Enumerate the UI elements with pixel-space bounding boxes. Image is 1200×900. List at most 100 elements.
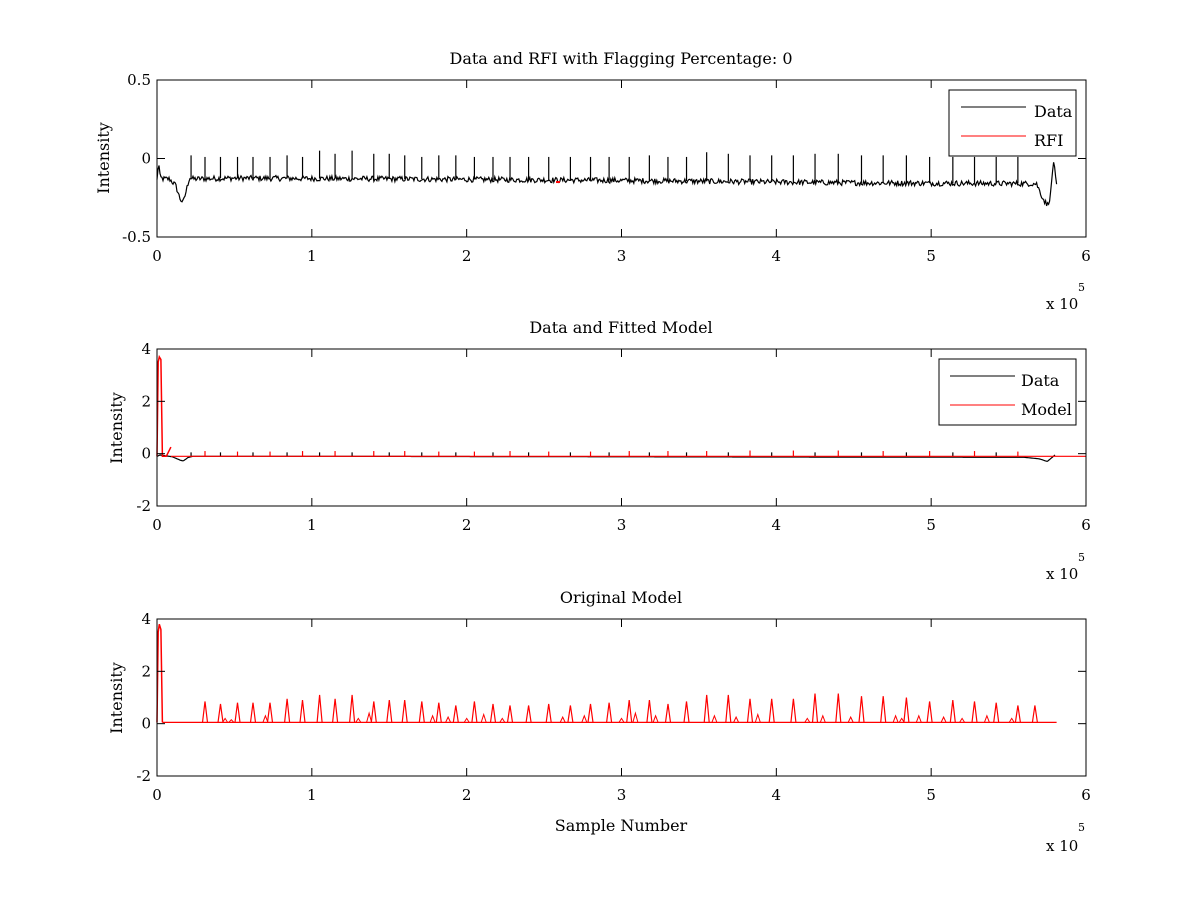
- panel-fitted-model-legend-label-model: Model: [1021, 400, 1072, 419]
- panel-original-model-series-0-minor-spike: [499, 717, 506, 723]
- panel-fitted-model-legend-box: [938, 358, 1077, 426]
- panel-fitted-model: Data and Fitted Model Intensity 0 1 2 3 4 5 6 4…: [107, 318, 1091, 583]
- panel-data-rfi-ticks: 0 1 2 3 4 5 60.50-0.5: [122, 71, 1091, 265]
- panel-original-model-x-exponent: x 10 5: [1046, 821, 1085, 855]
- panel-fitted-model-x-tick-label: 6: [1081, 516, 1091, 534]
- panel-data-rfi-y-tick-label: 0.5: [127, 71, 151, 89]
- panel-fitted-model-series-model: [156, 354, 1086, 458]
- panel-original-model-series-0-spike: [993, 702, 1000, 723]
- panel-original-model-series-0-minor-spike: [445, 715, 452, 723]
- panel-original-model-series-0-minor-spike: [915, 714, 922, 723]
- panel-original-model-series-0: [156, 623, 1057, 723]
- panel-data-rfi-title: Data and RFI with Flagging Percentage: 0: [449, 49, 792, 68]
- panel-original-model-series-0-spike: [299, 700, 306, 723]
- panel-original-model-series-0-minor-spike: [711, 714, 718, 723]
- panel-original-model-series-0-minor-spike: [262, 714, 269, 723]
- panel-original-model-series-0-spike: [926, 701, 933, 723]
- panel-original-model-x-tick-label: 1: [307, 786, 317, 804]
- panel-original-model-series-0-spike: [858, 696, 865, 723]
- panel-data-rfi-marks: [156, 150, 1058, 207]
- panel-original-model-series-0-spike: [332, 698, 339, 723]
- panel-original-model-series-0-spike: [835, 693, 842, 723]
- panel-original-model-series-0-minor-spike: [652, 714, 659, 723]
- panel-data-rfi-legend: Data RFI: [948, 89, 1077, 157]
- panel-original-model-series-0-spike: [626, 700, 633, 723]
- panel-data-rfi-x-tick-label: 4: [772, 247, 782, 265]
- panel-original-model-series-0-spike: [971, 701, 978, 723]
- panel-fitted-model-x-tick-label: 4: [772, 516, 782, 534]
- panel-original-model-marks: [156, 623, 1057, 723]
- panel-original-model-series-0-spike: [811, 693, 819, 723]
- panel-original-model-series-0-minor-spike: [1008, 717, 1015, 723]
- panel-original-model-series-0-spike: [567, 705, 574, 723]
- panel-original-model-x-tick-label: 4: [772, 786, 782, 804]
- panel-original-model-series-0-spike: [683, 701, 690, 723]
- panel-original-model-series-0-spike: [234, 702, 241, 723]
- panel-original-model-series-0-spike: [386, 700, 393, 723]
- panel-original-model-x-tick-label: 3: [617, 786, 627, 804]
- panel-original-model-series-0-spike: [506, 705, 514, 723]
- panel-original-model-x-tick-label: 0: [152, 786, 162, 804]
- panel-original-model-series-0-spike: [471, 701, 478, 723]
- panel-original-model-x-tick-label: 5: [926, 786, 936, 804]
- panel-original-model-y-tick-label: 2: [141, 662, 151, 680]
- panel-original-model-title: Original Model: [560, 588, 682, 607]
- panel-fitted-model-x-exponent-power: 5: [1078, 551, 1085, 564]
- panel-original-model-x-exponent-base: x 10: [1046, 837, 1078, 855]
- panel-fitted-model-ylabel: Intensity: [107, 392, 126, 464]
- panel-original-model-series-0-spike: [418, 701, 425, 723]
- panel-original-model-series-0-minor-spike: [463, 717, 470, 723]
- panel-original-model-series-0-spike: [266, 702, 274, 723]
- panel-fitted-model-x-exponent: x 10 5: [1046, 551, 1085, 583]
- panel-original-model-series-0-spike: [646, 700, 653, 723]
- panel-fitted-model-x-tick-label: 5: [926, 516, 936, 534]
- panel-fitted-model-y-tick-label: 4: [141, 340, 151, 358]
- panel-data-rfi-x-tick-label: 3: [617, 247, 627, 265]
- panel-original-model-series-0-minor-spike: [618, 717, 625, 723]
- panel-data-rfi-legend-label-rfi: RFI: [1034, 131, 1063, 150]
- panel-original-model-series-0-minor-spike: [222, 717, 229, 723]
- panel-original-model-series-0-spike: [489, 703, 497, 723]
- panel-original-model-ylabel: Intensity: [107, 662, 126, 734]
- panel-original-model-series-0-minor-spike: [559, 715, 566, 723]
- panel-original-model-x-tick-label: 6: [1081, 786, 1091, 804]
- panel-fitted-model-x-tick-label: 2: [462, 516, 472, 534]
- panel-original-model-xlabel: Sample Number: [555, 816, 688, 835]
- panel-original-model-series-0-spike: [664, 703, 672, 723]
- panel-original-model-series-0-spike: [746, 698, 754, 723]
- panel-original-model-series-0-minor-spike: [355, 717, 362, 723]
- panel-original-model-series-0-spike: [703, 694, 710, 723]
- panel-original-model-x-exponent-power: 5: [1078, 821, 1085, 834]
- panel-fitted-model-legend-label-data: Data: [1021, 371, 1060, 390]
- panel-original-model-series-0-spike: [217, 703, 224, 723]
- panel-original-model-series-0-spike: [249, 702, 257, 723]
- panel-original-model-series-0-spike: [725, 694, 732, 723]
- panel-data-rfi-x-exponent-base: x 10: [1046, 295, 1078, 313]
- panel-original-model-series-0-spike: [768, 698, 775, 723]
- panel-original-model-series-0-minor-spike: [940, 715, 947, 723]
- panel-fitted-model-marks: [156, 354, 1086, 463]
- panel-original-model-series-0-minor-spike: [733, 715, 740, 723]
- panel-original-model-series-0-spike: [435, 702, 442, 723]
- panel-original-model-series-0-minor-spike: [804, 717, 811, 723]
- panel-original-model-series-0-spike: [949, 700, 956, 723]
- panel-fitted-model-y-tick-label: 0: [141, 445, 151, 463]
- panel-original-model-series-0-spike: [545, 703, 552, 723]
- panel-data-rfi-x-tick-label: 6: [1081, 247, 1091, 265]
- panel-original-model-series-0-spike: [316, 694, 323, 723]
- panel-original-model-series-0-spike: [201, 701, 209, 723]
- panel-original-model-series-0-minor-spike: [632, 711, 639, 723]
- panel-original-model-series-0-minor-spike: [847, 715, 854, 723]
- panel-original-model-series-0-spike: [401, 700, 408, 723]
- panel-data-rfi-x-exponent-power: 5: [1078, 281, 1085, 294]
- panel-original-model-series-0-minor-spike: [983, 714, 990, 723]
- panel-original-model-series-0-minor-spike: [480, 712, 487, 723]
- panel-data-rfi: Data and RFI with Flagging Percentage: 0…: [94, 49, 1091, 313]
- panel-original-model-series-0-spike: [903, 697, 910, 723]
- panel-fitted-model-x-tick-label: 1: [307, 516, 317, 534]
- panel-fitted-model-title: Data and Fitted Model: [529, 318, 712, 337]
- panel-original-model-series-0-spike: [1014, 705, 1021, 723]
- panel-data-rfi-ylabel: Intensity: [94, 122, 113, 194]
- panel-data-rfi-x-tick-label: 5: [926, 247, 936, 265]
